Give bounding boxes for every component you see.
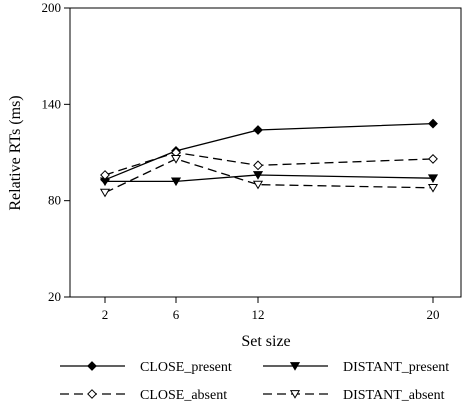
legend-entry-close-present: CLOSE_present: [60, 360, 232, 375]
x-tick-label: 12: [252, 307, 265, 322]
series-line-distant-present: [105, 174, 434, 183]
plot-area: [69, 7, 462, 298]
y-tick-label: 20: [48, 289, 61, 304]
legend-marker-distant-absent: [289, 390, 301, 399]
data-point-close-present: [428, 118, 438, 129]
legend-label-close-present: CLOSE_present: [140, 360, 232, 375]
data-point-distant-absent: [427, 183, 439, 193]
data-point-close-present: [253, 125, 263, 135]
legend-label-distant-absent: DISTANT_absent: [343, 388, 445, 403]
legend-marker-close-present: [87, 361, 97, 371]
series-close-present: [100, 118, 438, 185]
y-axis: 20 80 140 200: [42, 0, 70, 304]
y-axis-title: Relative RTs (ms): [7, 95, 24, 210]
x-axis: 2 6 12 20: [102, 297, 440, 322]
data-point-distant-absent: [252, 180, 264, 190]
series-line-close-absent: [104, 151, 434, 176]
legend-marker-close-absent: [87, 389, 97, 399]
legend-entry-distant-absent: DISTANT_absent: [263, 388, 445, 403]
y-tick-label: 80: [48, 193, 61, 208]
series-line-close-present: [104, 122, 434, 181]
legend-label-close-absent: CLOSE_absent: [140, 388, 227, 403]
x-axis-title: Set size: [241, 333, 290, 350]
data-point-close-absent: [428, 154, 438, 164]
plot-frame: [69, 7, 462, 298]
series-distant-present: [99, 171, 439, 187]
data-point-distant-present: [427, 174, 439, 183]
x-tick-label: 6: [173, 307, 180, 322]
series-distant-absent: [99, 155, 439, 198]
legend: CLOSE_present DISTANT_present CLOSE_absent…: [60, 360, 449, 403]
legend-entry-close-absent: CLOSE_absent: [60, 388, 227, 403]
series-layer: [99, 118, 439, 198]
data-point-close-absent: [253, 160, 263, 171]
y-tick-label: 200: [42, 0, 62, 15]
legend-label-distant-present: DISTANT_present: [343, 360, 449, 375]
series-close-absent: [100, 147, 438, 180]
data-point-close-absent: [100, 170, 110, 180]
data-point-distant-present: [170, 177, 182, 187]
x-tick-label: 20: [427, 307, 440, 322]
data-point-distant-absent: [99, 188, 111, 198]
legend-marker-distant-present: [289, 362, 301, 371]
legend-entry-distant-present: DISTANT_present: [263, 360, 449, 375]
y-tick-label: 140: [42, 96, 62, 111]
data-point-distant-present: [252, 171, 264, 180]
data-point-distant-absent: [170, 155, 182, 164]
x-tick-label: 2: [102, 307, 109, 322]
series-line-distant-absent: [104, 158, 434, 194]
